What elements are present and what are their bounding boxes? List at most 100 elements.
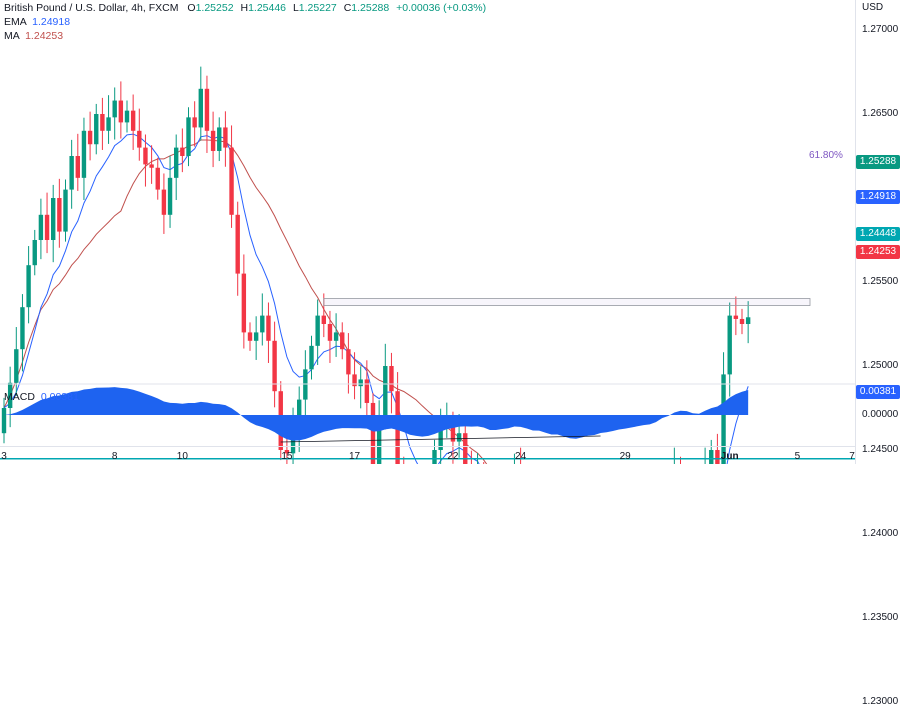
- ema-price-tag: 1.24918: [856, 190, 900, 204]
- macd-label: MACD: [4, 391, 35, 403]
- price-tick: 1.24000: [862, 528, 899, 539]
- candle-body: [241, 273, 247, 333]
- candle-body: [118, 100, 124, 123]
- candle-body: [260, 315, 265, 333]
- candle-body: [247, 332, 253, 341]
- candle-body: [333, 332, 339, 341]
- ema-path: [3, 133, 749, 464]
- time-tick: 22: [447, 451, 459, 462]
- candle-body: [26, 265, 31, 308]
- candle-body: [57, 198, 62, 232]
- candle-body: [253, 332, 259, 341]
- candle-body: [715, 450, 720, 464]
- candle-body: [733, 315, 739, 319]
- candle-body: [352, 374, 357, 387]
- candle-body: [721, 374, 726, 464]
- fib-retracement-box: [323, 298, 811, 306]
- horizontal-levels[interactable]: [0, 298, 856, 460]
- symbol-title[interactable]: British Pound / U.S. Dollar, 4h, FXCM: [4, 2, 179, 14]
- macd-value-tag: 0.00381: [856, 385, 900, 399]
- candle-body: [340, 332, 345, 350]
- candle-body: [204, 88, 210, 131]
- candle-body: [463, 433, 468, 464]
- ohlc-change: +0.00036 (+0.03%): [396, 2, 487, 14]
- candle-body: [75, 156, 80, 178]
- candle-body: [149, 164, 154, 168]
- candle-body: [297, 399, 302, 430]
- last-price-tag: 1.25288: [856, 155, 900, 169]
- candle-body: [81, 130, 87, 178]
- time-tick: 3: [1, 451, 7, 462]
- candle-body: [124, 110, 130, 123]
- candle-body: [32, 240, 37, 266]
- candle-body: [161, 189, 167, 215]
- candle-body: [63, 189, 68, 232]
- candle-body: [112, 100, 117, 118]
- price-tick: 1.27000: [862, 24, 899, 35]
- candle-body: [383, 366, 388, 417]
- candle-body: [358, 379, 363, 387]
- candle-body: [327, 324, 333, 341]
- candle-body: [223, 127, 228, 148]
- ohlc-open: O1.25252: [187, 2, 234, 14]
- candle-body: [370, 402, 376, 464]
- candle-body: [192, 117, 197, 128]
- macd-area: [4, 387, 749, 441]
- candle-body: [210, 130, 216, 151]
- candle-body: [272, 340, 277, 392]
- candle-body: [745, 317, 751, 324]
- time-tick: 7: [849, 451, 855, 462]
- ohlc-high: H1.25446: [240, 2, 287, 14]
- candle-body: [235, 214, 240, 274]
- candle-body: [198, 88, 203, 128]
- candlestick-series: [1, 66, 751, 464]
- candle-body: [87, 130, 93, 145]
- time-tick: 15: [281, 451, 293, 462]
- ma-legend[interactable]: MA 1.24253: [4, 30, 63, 42]
- price-tick: 1.25500: [862, 276, 899, 287]
- candle-body: [106, 117, 111, 131]
- candle-body: [709, 450, 714, 464]
- candle-body: [69, 156, 74, 190]
- candle-body: [1, 408, 7, 434]
- candle-body: [389, 366, 394, 392]
- ma-line: [3, 139, 488, 464]
- macd-value: 0.00381: [40, 391, 79, 403]
- candle-body: [456, 433, 462, 442]
- price-chart[interactable]: [0, 0, 900, 464]
- price-tick: 1.24500: [862, 444, 899, 455]
- ma-label: MA: [4, 30, 20, 42]
- ohlc-close: C1.25288: [343, 2, 390, 14]
- candle-body: [155, 167, 160, 190]
- ema-line: [3, 133, 749, 464]
- candle-body: [346, 349, 351, 375]
- candle-body: [309, 345, 314, 370]
- candle-body: [229, 147, 234, 215]
- symbol-legend[interactable]: British Pound / U.S. Dollar, 4h, FXCM O1…: [4, 2, 486, 14]
- candle-body: [7, 382, 13, 408]
- candle-body: [450, 424, 456, 442]
- candle-body: [321, 315, 326, 324]
- price-tick: 1.25000: [862, 360, 899, 371]
- candle-body: [143, 147, 148, 165]
- time-tick: 8: [111, 451, 118, 462]
- candle-body: [364, 379, 370, 403]
- candle-body: [20, 307, 25, 350]
- ohlc-low: L1.25227: [292, 2, 337, 14]
- candle-body: [100, 114, 105, 131]
- candle-body: [438, 424, 443, 450]
- candle-body: [137, 130, 142, 148]
- macd-zero-tick: 0.00000: [862, 409, 899, 420]
- ema-legend[interactable]: EMA 1.24918: [4, 16, 70, 28]
- candle-body: [180, 147, 185, 156]
- currency-label: USD: [862, 2, 884, 13]
- ma-path: [3, 139, 488, 464]
- price-tick: 1.26500: [862, 108, 899, 119]
- time-tick: Jun: [720, 451, 739, 462]
- candle-body: [44, 214, 50, 240]
- time-tick: 5: [794, 451, 801, 462]
- macd-legend[interactable]: MACD 0.00381: [4, 391, 79, 403]
- time-tick: 24: [515, 451, 527, 462]
- time-tick: 10: [176, 451, 188, 462]
- fib-level-label: 61.80%: [809, 150, 843, 161]
